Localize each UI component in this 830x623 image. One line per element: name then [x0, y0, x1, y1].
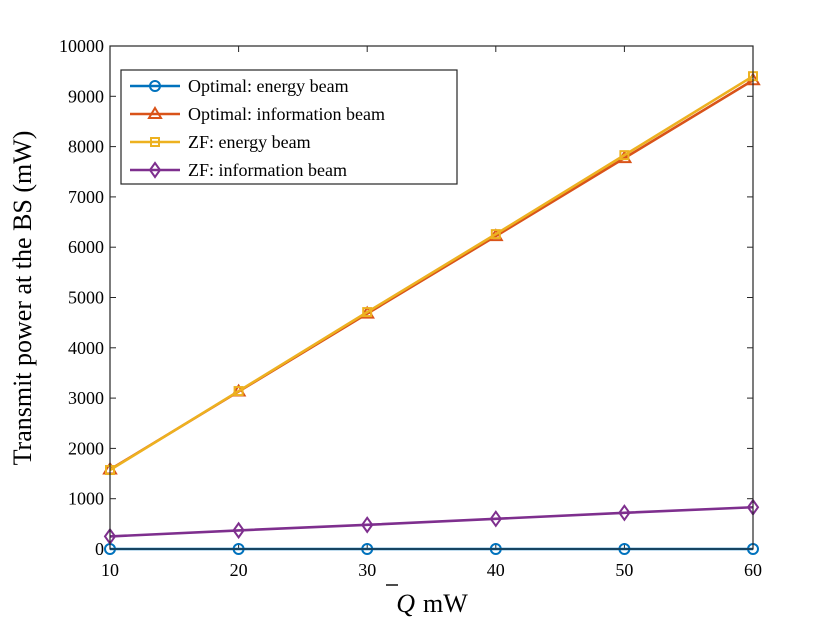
legend-item: Optimal: information beam [130, 104, 385, 124]
legend-marker [150, 137, 160, 147]
y-tick-label: 4000 [68, 338, 104, 358]
y-tick-label: 2000 [68, 438, 104, 458]
data-point [232, 521, 245, 540]
y-tick-label: 7000 [68, 187, 104, 207]
legend-label: Optimal: information beam [188, 104, 385, 124]
series-3 [105, 71, 758, 476]
legend-box [120, 69, 458, 185]
data-point [360, 516, 374, 534]
legend-marker [149, 80, 161, 92]
data-point [490, 229, 501, 240]
y-tick-label: 9000 [68, 86, 104, 106]
y-tick-label: 6000 [68, 237, 104, 257]
legend-marker [147, 106, 163, 119]
legend-label: Optimal: energy beam [188, 76, 349, 96]
plot-frame [109, 45, 754, 550]
series-4 [103, 498, 760, 546]
x-tick-label: 10 [101, 560, 119, 580]
x-tick-label: 60 [744, 560, 762, 580]
x-axis-unit: mW [423, 589, 468, 618]
legend-item: ZF: energy beam [130, 132, 311, 152]
legend-marker [148, 161, 162, 179]
series-line [109, 505, 754, 538]
data-point [489, 510, 503, 528]
y-tick-label: 8000 [68, 137, 104, 157]
data-point [233, 386, 244, 397]
y-tick-label: 10000 [59, 36, 104, 56]
x-tick-label: 50 [615, 560, 633, 580]
series-line [109, 75, 754, 472]
data-point [362, 307, 373, 318]
legend-label: ZF: information beam [188, 160, 347, 180]
x-axis-symbol: Q [396, 589, 415, 618]
legend: Optimal: energy beam Optimal: information… [120, 69, 458, 185]
legend-item: Optimal: energy beam [130, 76, 349, 96]
tick-labels: 10 20 30 40 50 60 0 1000 2000 3000 4000 5000 6000 700… [59, 36, 762, 580]
data-point [618, 504, 631, 522]
x-tick-label: 40 [487, 560, 505, 580]
data-point [619, 150, 630, 161]
y-tick-label: 0 [95, 539, 104, 559]
y-axis-title: Transmit power at the BS (mW) [8, 131, 37, 466]
x-tick-label: 30 [358, 560, 376, 580]
y-tick-label: 3000 [68, 388, 104, 408]
legend-item: ZF: information beam [130, 160, 347, 180]
axes-box [109, 45, 754, 550]
y-tick-label: 1000 [68, 489, 104, 509]
x-tick-label: 20 [230, 560, 248, 580]
legend-label: ZF: energy beam [188, 132, 311, 152]
y-tick-label: 5000 [68, 288, 104, 308]
